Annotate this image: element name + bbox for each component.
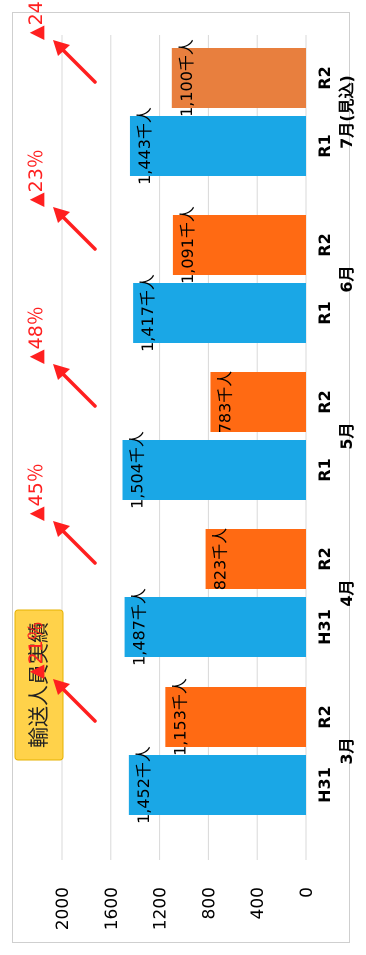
change-arrowhead xyxy=(53,679,70,695)
bar xyxy=(122,440,307,500)
change-percent: ▲23％ xyxy=(25,149,47,207)
bar-value-label: 1,153千人 xyxy=(170,678,189,756)
x-tick-label: H31 xyxy=(315,767,334,803)
x-tick-label: R1 xyxy=(315,301,334,324)
bar-value-label: 823千人 xyxy=(211,528,230,591)
bar-value-label: 783千人 xyxy=(215,371,234,434)
x-tick-label: R2 xyxy=(315,547,334,570)
month-label: 6月 xyxy=(337,265,356,292)
change-arrowhead xyxy=(53,521,70,537)
bar xyxy=(172,215,306,275)
change-arrow xyxy=(58,45,97,84)
change-arrowhead xyxy=(53,364,70,380)
y-tick-label: 2000 xyxy=(53,887,73,930)
bar-value-label: 1,487千人 xyxy=(130,588,149,666)
bar xyxy=(165,687,306,747)
y-tick-label: 800 xyxy=(199,887,219,919)
bar xyxy=(210,372,306,432)
y-tick-label: 1600 xyxy=(102,887,122,930)
bar-value-label: 1,443千人 xyxy=(135,107,154,185)
month-label: 4月 xyxy=(337,579,356,606)
bar-value-label: 1,452千人 xyxy=(134,746,153,824)
month-label: 7月(見込) xyxy=(337,75,356,149)
change-percent: ▲24％ xyxy=(25,0,47,40)
x-tick-label: R2 xyxy=(315,233,334,256)
x-tick-label: R1 xyxy=(315,134,334,157)
bar-value-label: 1,100千人 xyxy=(177,39,196,117)
change-arrow xyxy=(58,212,97,251)
change-arrow xyxy=(58,684,97,723)
change-percent: ▲48％ xyxy=(25,306,47,364)
month-label: 5月 xyxy=(337,422,356,449)
change-arrow xyxy=(58,369,97,408)
y-tick-label: 0 xyxy=(297,887,317,898)
x-tick-label: R2 xyxy=(315,705,334,728)
bar-value-label: 1,504千人 xyxy=(128,431,147,509)
y-tick-label: 400 xyxy=(248,887,268,919)
change-arrowhead xyxy=(53,207,70,223)
bar xyxy=(133,283,306,343)
bar xyxy=(205,529,306,589)
x-tick-label: R2 xyxy=(315,390,334,413)
chart-title: 輸送人員実績 xyxy=(27,622,51,748)
x-tick-label: R1 xyxy=(315,458,334,481)
change-arrow xyxy=(58,526,97,565)
bar xyxy=(124,597,306,657)
x-tick-label: H31 xyxy=(315,609,334,645)
y-tick-label: 1200 xyxy=(151,887,171,930)
bar xyxy=(171,48,306,108)
bar-value-label: 1,417千人 xyxy=(138,274,157,352)
month-label: 3月 xyxy=(337,737,356,764)
change-arrowhead xyxy=(53,40,70,56)
bar-value-label: 1,091千人 xyxy=(178,206,197,284)
change-percent: ▲21％ xyxy=(25,621,47,679)
change-percent: ▲45％ xyxy=(25,463,47,521)
bar xyxy=(129,116,306,176)
x-tick-label: R2 xyxy=(315,66,334,89)
bar xyxy=(128,755,306,815)
